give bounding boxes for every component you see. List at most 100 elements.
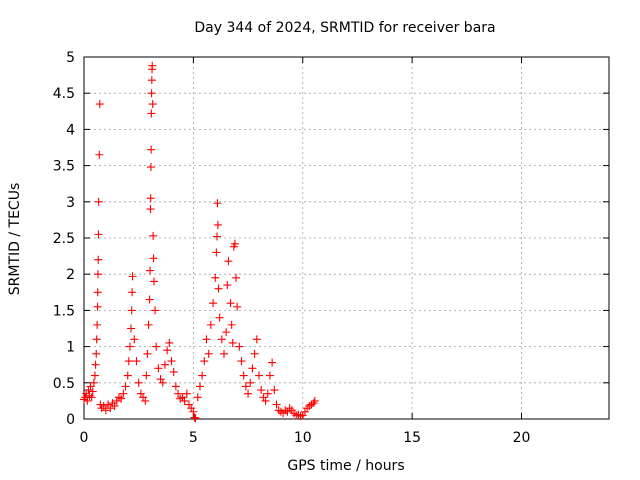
data-point xyxy=(213,232,221,241)
data-point xyxy=(252,335,261,344)
data-point xyxy=(298,411,307,420)
data-point xyxy=(202,335,211,344)
data-point xyxy=(226,299,235,308)
data-point xyxy=(104,400,113,409)
y-tick-labels: 0 0.5 1 1.5 2 2.5 3 3.5 4 4.5 5 xyxy=(53,50,75,428)
data-point xyxy=(147,76,156,85)
axis-ticks xyxy=(83,56,609,420)
data-point xyxy=(146,194,155,203)
data-point xyxy=(204,349,213,358)
data-point xyxy=(89,378,98,387)
data-point xyxy=(255,371,263,380)
data-point xyxy=(215,313,224,322)
data-point xyxy=(283,407,292,416)
data-point xyxy=(233,302,242,311)
data-point xyxy=(190,413,199,422)
data-point xyxy=(93,302,102,311)
data-point xyxy=(124,357,133,366)
data-point xyxy=(134,378,143,387)
data-point xyxy=(94,270,102,279)
data-point xyxy=(171,382,180,391)
y-tick-label: 5 xyxy=(66,50,75,66)
data-point xyxy=(265,371,274,380)
grid-lines xyxy=(84,57,609,419)
data-point xyxy=(163,346,172,355)
data-point xyxy=(146,205,155,214)
data-point xyxy=(198,371,207,380)
data-point xyxy=(146,163,155,172)
data-point xyxy=(128,288,137,297)
data-point xyxy=(270,386,279,395)
data-point xyxy=(263,389,272,398)
data-point xyxy=(92,349,101,358)
x-tick-label: 10 xyxy=(294,430,312,446)
data-point xyxy=(237,357,246,366)
data-point xyxy=(248,364,257,373)
y-tick-label: 3 xyxy=(66,195,75,211)
data-point xyxy=(93,288,102,297)
data-point xyxy=(127,306,136,315)
data-point xyxy=(200,357,209,366)
y-tick-label: 0 xyxy=(66,412,75,428)
data-point xyxy=(228,338,237,347)
data-point xyxy=(257,386,266,395)
data-point xyxy=(230,239,239,248)
data-point xyxy=(244,389,253,398)
y-tick-label: 3.5 xyxy=(53,159,75,175)
data-point xyxy=(241,382,250,391)
data-point xyxy=(185,400,193,409)
data-point xyxy=(259,393,268,402)
data-point xyxy=(211,273,220,282)
data-point xyxy=(119,389,128,398)
data-point xyxy=(206,320,215,329)
data-point xyxy=(151,306,160,315)
y-tick-label: 4 xyxy=(66,122,75,138)
data-point xyxy=(149,254,158,263)
y-tick-label: 2 xyxy=(66,267,75,283)
data-point xyxy=(117,394,126,403)
x-tick-label: 5 xyxy=(189,430,198,446)
data-point xyxy=(212,248,221,257)
data-point xyxy=(150,277,158,286)
data-point xyxy=(191,414,200,423)
y-tick-label: 1.5 xyxy=(53,303,75,319)
data-point xyxy=(95,100,104,109)
data-point xyxy=(130,335,139,344)
y-tick-label: 2.5 xyxy=(53,231,75,247)
data-point xyxy=(148,61,157,70)
data-point xyxy=(143,349,152,358)
data-point xyxy=(158,378,167,387)
chart-title: Day 344 of 2024, SRMTID for receiver bar… xyxy=(194,20,495,36)
data-point xyxy=(125,342,134,351)
data-point xyxy=(91,360,100,369)
data-point xyxy=(132,357,141,366)
data-point xyxy=(144,320,153,329)
data-point xyxy=(84,386,93,395)
data-point xyxy=(87,393,96,402)
data-point xyxy=(169,367,178,376)
data-point xyxy=(178,393,187,402)
data-point xyxy=(127,324,136,333)
data-point xyxy=(213,199,222,208)
data-point xyxy=(189,407,198,416)
data-point xyxy=(106,404,115,413)
data-point xyxy=(95,150,104,159)
data-point xyxy=(222,328,231,337)
data-point xyxy=(235,342,244,351)
data-point xyxy=(187,404,196,413)
data-point xyxy=(139,393,148,402)
data-point xyxy=(232,273,241,282)
data-point xyxy=(310,396,319,405)
data-point xyxy=(193,393,202,402)
data-point xyxy=(174,389,183,398)
y-tick-label: 1 xyxy=(66,340,75,356)
data-point xyxy=(220,349,228,358)
data-point xyxy=(88,387,97,396)
data-points xyxy=(80,61,319,423)
data-point xyxy=(96,400,105,409)
data-point xyxy=(146,266,155,275)
data-point xyxy=(261,396,270,405)
data-point xyxy=(167,357,176,366)
data-point xyxy=(94,230,103,239)
data-point xyxy=(303,404,312,413)
